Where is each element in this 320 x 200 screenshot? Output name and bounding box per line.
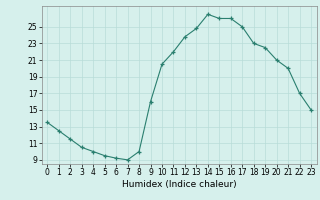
X-axis label: Humidex (Indice chaleur): Humidex (Indice chaleur): [122, 180, 236, 189]
